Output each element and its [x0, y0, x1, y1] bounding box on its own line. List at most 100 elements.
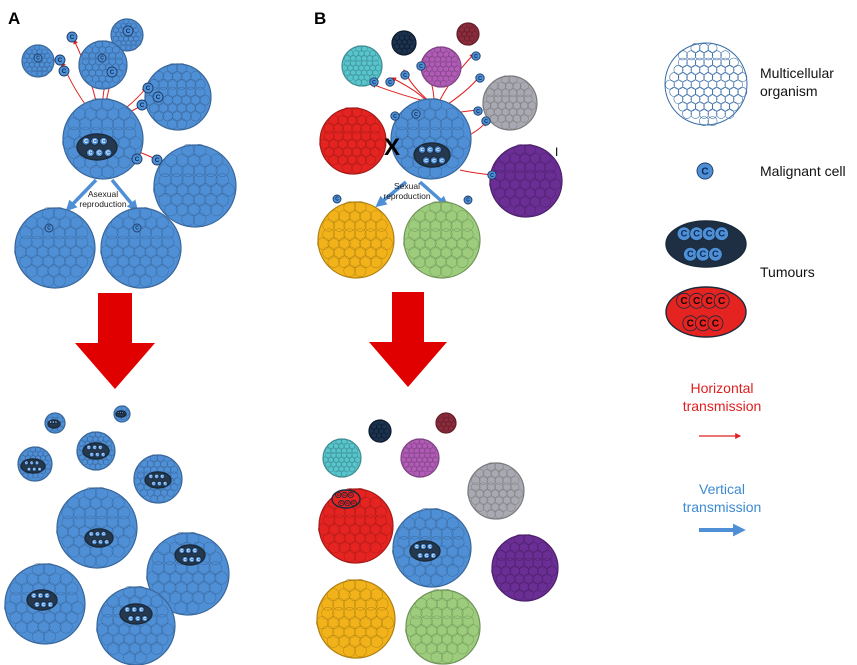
b-malignant-cell-6: C	[475, 73, 485, 83]
svg-text:C: C	[693, 296, 701, 307]
a-cell-offspring-2: C	[132, 223, 142, 233]
b-result-maroon	[435, 412, 457, 434]
asexual-reproduction-label: Asexual	[88, 189, 118, 199]
b-central-tumour: C C CC C C	[413, 142, 451, 168]
svg-text:C: C	[135, 156, 140, 163]
b-result-green	[405, 589, 481, 665]
svg-text:C: C	[343, 493, 346, 497]
svg-text:C: C	[419, 553, 422, 558]
legend-malignant-label: Malignant cell	[760, 163, 846, 179]
b-result-magenta	[400, 438, 440, 478]
a-organism-mid-2	[144, 63, 212, 131]
svg-text:C: C	[36, 56, 40, 62]
svg-text:C: C	[388, 80, 392, 86]
a-result-bottom	[96, 586, 176, 665]
b-offspring-green	[403, 201, 481, 279]
b-organism-maroon	[456, 22, 480, 46]
svg-text:C: C	[39, 467, 41, 471]
svg-text:C: C	[197, 557, 200, 562]
a-offspring-left	[14, 207, 96, 289]
b-offspring-yellow	[317, 201, 395, 279]
svg-text:C: C	[352, 501, 355, 505]
svg-text:C: C	[99, 540, 102, 544]
svg-text:C: C	[428, 147, 432, 153]
svg-text:C: C	[133, 607, 136, 612]
svg-text:C: C	[393, 114, 397, 120]
svg-text:C: C	[164, 482, 167, 486]
svg-text:C: C	[102, 532, 105, 536]
svg-text:C: C	[712, 318, 720, 329]
b-malignant-cell-3: C	[400, 70, 410, 80]
svg-text:C: C	[97, 151, 101, 157]
a-central-tumour: C C CC C C	[76, 133, 118, 161]
panel-b-label: B	[314, 9, 326, 28]
a-offspring-right	[100, 207, 182, 289]
b-result-tumour-red: C C CC C C	[331, 489, 361, 509]
svg-text:C: C	[349, 493, 352, 497]
svg-text:C: C	[440, 158, 444, 164]
asexual-reproduction-label-2: reproduction	[79, 199, 127, 209]
b-result-purple	[491, 534, 559, 602]
b-result-red	[318, 488, 394, 564]
a-malignant-cell-5: C	[122, 25, 134, 37]
a-vertical-arrow-right	[110, 178, 139, 212]
a-cell-offspring-1: C	[44, 223, 54, 233]
b-organism-grey	[482, 75, 538, 131]
a-cell-org-1: C	[33, 53, 43, 63]
svg-text:C: C	[146, 85, 151, 92]
svg-text:C: C	[699, 318, 707, 329]
a-result-tumour-9: C C CC C C	[119, 603, 153, 625]
a-organism-large-right	[153, 144, 237, 228]
svg-text:C: C	[62, 68, 67, 75]
svg-text:C: C	[424, 158, 428, 164]
a-result-tumour-7: C C CC C C	[174, 544, 206, 566]
svg-text:C: C	[158, 482, 161, 486]
b-malignant-cell-4: C	[416, 61, 426, 71]
svg-text:C: C	[193, 548, 196, 553]
legend-organism-icon	[664, 42, 748, 126]
svg-text:C: C	[102, 139, 106, 145]
b-organism-purple	[489, 144, 563, 218]
svg-text:C: C	[140, 102, 145, 109]
svg-text:C: C	[96, 453, 99, 457]
svg-text:C: C	[102, 453, 105, 457]
b-result-yellow	[316, 579, 396, 659]
legend-organism-label: Multicellular	[760, 65, 834, 81]
svg-text:C: C	[718, 229, 725, 239]
svg-text:C: C	[55, 422, 57, 424]
a-vertical-arrow-left	[65, 178, 98, 212]
legend-tumour-red-icon: C C C CC C C	[665, 286, 747, 338]
b-malignant-cell-10: C	[390, 111, 400, 121]
svg-text:C: C	[490, 173, 494, 179]
svg-text:C: C	[161, 474, 164, 478]
cross-mark: X	[384, 134, 400, 161]
a-malignant-cell-7: C	[152, 91, 164, 103]
a-malignant-cell-10: C	[151, 154, 163, 166]
svg-text:C: C	[129, 616, 132, 621]
svg-text:C: C	[28, 467, 30, 471]
b-organism-navy	[391, 30, 417, 56]
svg-text:C: C	[687, 318, 695, 329]
svg-text:C: C	[126, 28, 131, 35]
svg-text:C: C	[693, 229, 700, 239]
svg-text:C: C	[93, 445, 96, 449]
b-organism-central	[390, 98, 472, 180]
a-malignant-cell-6: C	[142, 82, 154, 94]
b-result-tumour-blue: C C CC C C	[409, 540, 441, 562]
a-result-tumour-6: C C CC C C	[84, 528, 114, 548]
svg-text:C: C	[39, 593, 42, 598]
legend-malignant-cell-icon: C	[696, 162, 714, 180]
svg-text:C: C	[32, 593, 35, 598]
b-vertical-arrow-right	[418, 180, 449, 208]
svg-text:C: C	[53, 422, 55, 424]
svg-text:C: C	[106, 151, 110, 157]
a-result-tumour-4: C C CC C C	[82, 442, 110, 460]
b-organism-red	[319, 107, 387, 175]
svg-text:C: C	[484, 119, 488, 125]
svg-text:C: C	[372, 80, 376, 86]
svg-text:C: C	[90, 532, 93, 536]
a-result-tumour-8: C C CC C C	[26, 589, 58, 611]
